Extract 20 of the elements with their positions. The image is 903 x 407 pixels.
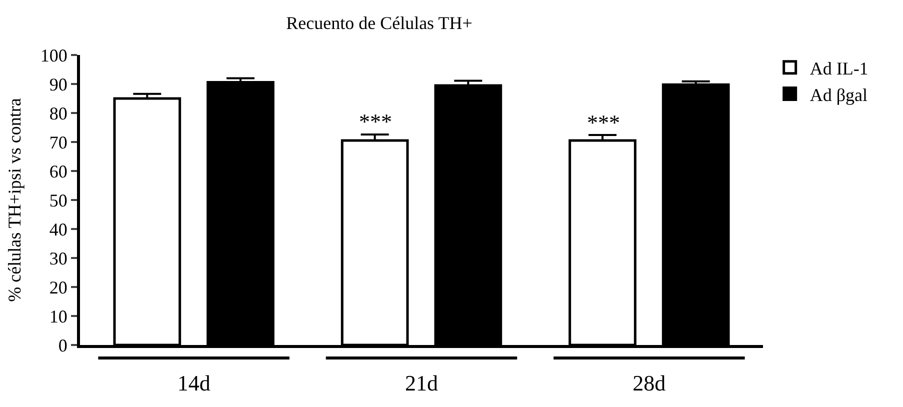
y-tick-label: 80 [49,103,68,124]
y-tick-label: 40 [49,219,68,240]
y-tick-label: 0 [58,335,68,356]
x-tick-label: 21d [405,370,438,396]
y-tick-label: 90 [49,74,68,94]
chart-title: Recuento de Células TH+ [286,12,472,33]
y-axis-title: % células TH+ipsi vs contra [4,98,25,302]
annotation: *** [359,109,392,134]
legend-label: Ad IL-1 [810,58,868,78]
y-tick-label: 20 [49,277,68,298]
y-tick-label: 60 [49,161,68,182]
legend-label: Ad βgal [810,84,868,105]
y-tick-label: 50 [49,190,68,210]
y-tick-label: 30 [49,248,68,268]
y-tick-label: 10 [49,306,68,326]
x-tick-label: 14d [177,370,210,396]
y-tick-label: 100 [40,45,68,66]
y-tick-label: 70 [49,132,68,152]
x-tick-label: 28d [632,370,666,396]
annotation: *** [587,110,620,135]
